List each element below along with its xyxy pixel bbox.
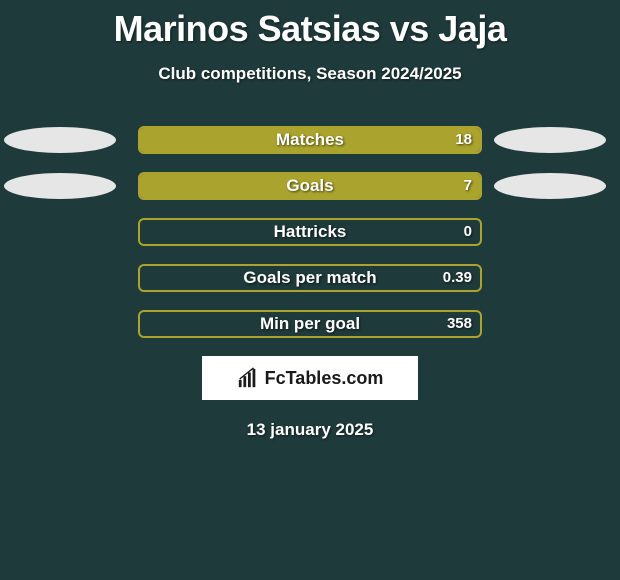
generation-date: 13 january 2025 (0, 420, 620, 440)
brand-text: FcTables.com (265, 368, 384, 389)
right-player-badge (494, 173, 606, 199)
stat-row: Matches 18 (0, 126, 620, 154)
left-player-badge (4, 127, 116, 153)
stat-row: Min per goal 358 (0, 310, 620, 338)
comparison-subtitle: Club competitions, Season 2024/2025 (0, 64, 620, 84)
left-player-badge (4, 173, 116, 199)
stat-bar-fill (140, 128, 480, 152)
comparison-title: Marinos Satsias vs Jaja (0, 0, 620, 50)
stat-row: Goals per match 0.39 (0, 264, 620, 292)
right-player-badge (494, 127, 606, 153)
stat-bar (138, 172, 482, 200)
stat-row: Hattricks 0 (0, 218, 620, 246)
stat-bar (138, 264, 482, 292)
stat-row: Goals 7 (0, 172, 620, 200)
stat-bar (138, 310, 482, 338)
stats-container: Matches 18 Goals 7 Hattricks 0 Goals per… (0, 126, 620, 338)
chart-icon (237, 367, 259, 389)
stat-bar (138, 218, 482, 246)
stat-bar (138, 126, 482, 154)
stat-bar-fill (140, 174, 480, 198)
brand-badge[interactable]: FcTables.com (202, 356, 418, 400)
